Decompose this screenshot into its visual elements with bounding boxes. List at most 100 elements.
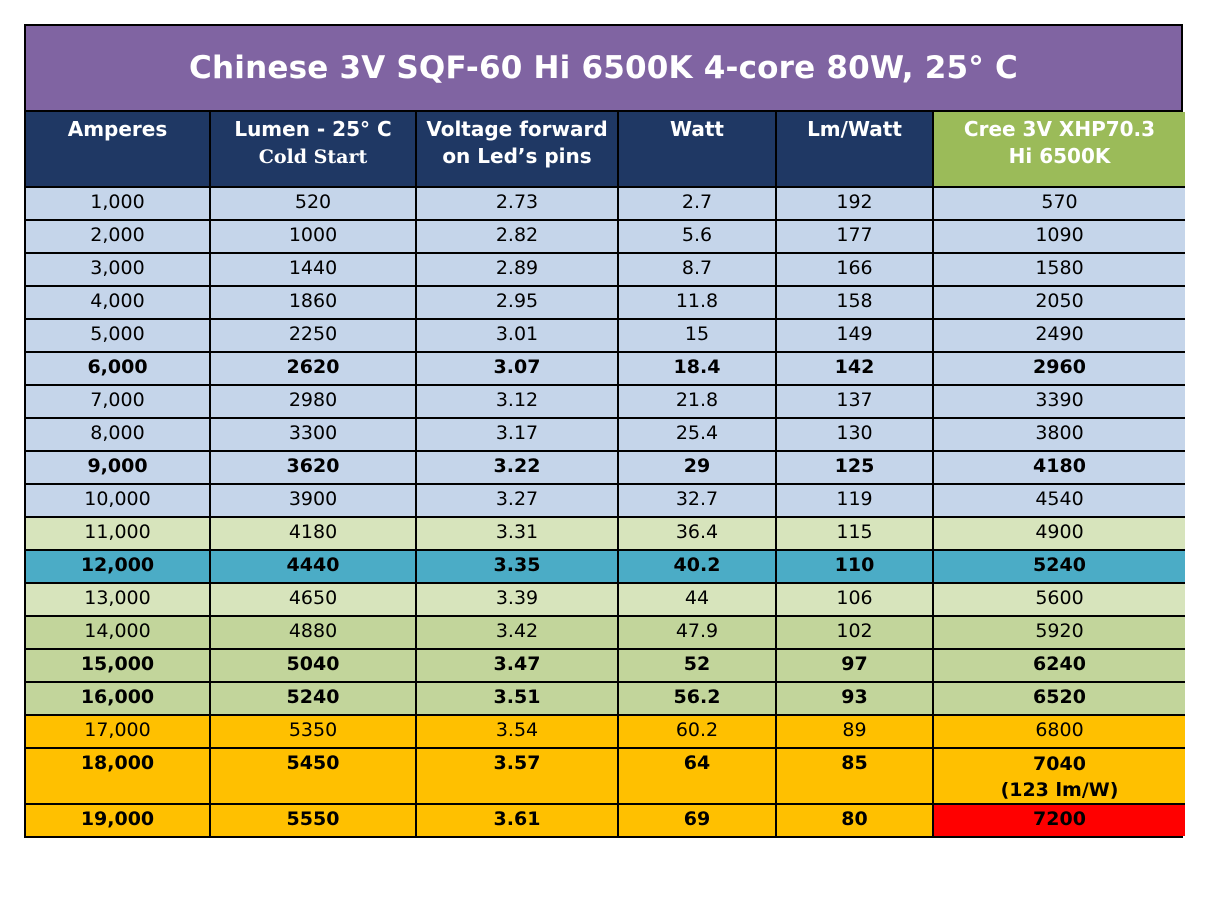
table-row: 11,000 4180 3.31 36.4 115 4900 [26, 516, 1185, 551]
cell-lumen: 4650 [209, 582, 417, 617]
cell-lmwatt: 119 [775, 483, 934, 518]
cell-amperes: 5,000 [26, 318, 211, 353]
cell-cree: 4540 [932, 483, 1185, 518]
cell-watt: 18.4 [617, 351, 777, 386]
cell-amperes: 19,000 [26, 803, 211, 836]
header-voltage: Voltage forward on Led’s pins [415, 112, 619, 188]
cell-cree: 3800 [932, 417, 1185, 452]
cell-lmwatt: 106 [775, 582, 934, 617]
cell-lumen: 1000 [209, 219, 417, 254]
cell-lmwatt: 142 [775, 351, 934, 386]
cell-amperes: 7,000 [26, 384, 211, 419]
cell-lumen: 1860 [209, 285, 417, 320]
cell-voltage: 2.82 [415, 219, 619, 254]
cell-lumen: 5350 [209, 714, 417, 749]
cell-voltage: 2.73 [415, 186, 619, 221]
table-row: 4,000 1860 2.95 11.8 158 2050 [26, 285, 1185, 320]
cell-watt: 11.8 [617, 285, 777, 320]
cell-amperes: 16,000 [26, 681, 211, 716]
highlighted-row: 12,000 4440 3.35 40.2 110 5240 [26, 549, 1185, 584]
cell-lumen: 3300 [209, 417, 417, 452]
cell-voltage: 3.31 [415, 516, 619, 551]
cell-lumen: 520 [209, 186, 417, 221]
cell-watt: 64 [617, 747, 777, 805]
cell-lmwatt: 89 [775, 714, 934, 749]
cree-efficiency-note: (123 lm/W) [1000, 779, 1119, 801]
cell-watt: 60.2 [617, 714, 777, 749]
cell-voltage: 2.89 [415, 252, 619, 287]
cell-lumen: 2250 [209, 318, 417, 353]
cell-cree: 4900 [932, 516, 1185, 551]
cell-watt: 29 [617, 450, 777, 485]
cell-cree: 5920 [932, 615, 1185, 650]
cell-watt: 25.4 [617, 417, 777, 452]
table-title: Chinese 3V SQF-60 Hi 6500K 4-core 80W, 2… [189, 50, 1018, 86]
table-row: 16,000 5240 3.51 56.2 93 6520 [26, 681, 1185, 716]
table-row: 13,000 4650 3.39 44 106 5600 [26, 582, 1185, 617]
cell-lmwatt: 115 [775, 516, 934, 551]
cell-lumen: 4180 [209, 516, 417, 551]
cell-voltage: 2.95 [415, 285, 619, 320]
cell-amperes: 12,000 [26, 549, 211, 584]
table-row: 10,000 3900 3.27 32.7 119 4540 [26, 483, 1185, 518]
cell-voltage: 3.12 [415, 384, 619, 419]
cell-amperes: 18,000 [26, 747, 211, 805]
table-row: 19,000 5550 3.61 69 80 7200 [26, 803, 1185, 836]
cell-amperes: 8,000 [26, 417, 211, 452]
cell-cree: 2490 [932, 318, 1185, 353]
cell-watt: 69 [617, 803, 777, 836]
cell-lmwatt: 158 [775, 285, 934, 320]
cell-cree: 2960 [932, 351, 1185, 386]
cell-lumen: 5240 [209, 681, 417, 716]
table-row: 9,000 3620 3.22 29 125 4180 [26, 450, 1185, 485]
cell-lmwatt: 85 [775, 747, 934, 805]
table-row: 8,000 3300 3.17 25.4 130 3800 [26, 417, 1185, 452]
cell-cree: 5600 [932, 582, 1185, 617]
title-bar: Chinese 3V SQF-60 Hi 6500K 4-core 80W, 2… [26, 26, 1181, 112]
spec-table: Amperes Lumen - 25° C Cold Start Voltage … [26, 112, 1185, 836]
cell-watt: 40.2 [617, 549, 777, 584]
header-lmwatt: Lm/Watt [775, 112, 934, 188]
cell-lmwatt: 137 [775, 384, 934, 419]
header-row: Amperes Lumen - 25° C Cold Start Voltage … [26, 112, 1185, 188]
header-cree: Cree 3V XHP70.3 Hi 6500K [932, 112, 1185, 188]
cell-lumen: 5450 [209, 747, 417, 805]
cell-watt: 5.6 [617, 219, 777, 254]
cell-lmwatt: 177 [775, 219, 934, 254]
cell-amperes: 4,000 [26, 285, 211, 320]
cell-amperes: 17,000 [26, 714, 211, 749]
cell-lmwatt: 130 [775, 417, 934, 452]
cell-voltage: 3.27 [415, 483, 619, 518]
cell-lumen: 3900 [209, 483, 417, 518]
cell-lumen: 2980 [209, 384, 417, 419]
cell-voltage: 3.51 [415, 681, 619, 716]
spec-table-sheet: Chinese 3V SQF-60 Hi 6500K 4-core 80W, 2… [24, 24, 1185, 838]
cell-cree: 7040 (123 lm/W) [932, 747, 1185, 805]
cell-lumen: 3620 [209, 450, 417, 485]
cell-amperes: 11,000 [26, 516, 211, 551]
cell-cree: 570 [932, 186, 1185, 221]
cell-lumen: 5040 [209, 648, 417, 683]
cell-amperes: 3,000 [26, 252, 211, 287]
cell-cree: 4180 [932, 450, 1185, 485]
cell-voltage: 3.17 [415, 417, 619, 452]
cell-voltage: 3.22 [415, 450, 619, 485]
cell-voltage: 3.54 [415, 714, 619, 749]
cell-cree: 6240 [932, 648, 1185, 683]
cell-cree: 6520 [932, 681, 1185, 716]
cell-voltage: 3.42 [415, 615, 619, 650]
header-watt: Watt [617, 112, 777, 188]
cell-lmwatt: 102 [775, 615, 934, 650]
cell-lumen: 2620 [209, 351, 417, 386]
cell-voltage: 3.39 [415, 582, 619, 617]
cell-watt: 52 [617, 648, 777, 683]
cell-lumen: 5550 [209, 803, 417, 836]
cell-cree: 2050 [932, 285, 1185, 320]
cell-watt: 8.7 [617, 252, 777, 287]
cell-lmwatt: 97 [775, 648, 934, 683]
table-row: 7,000 2980 3.12 21.8 137 3390 [26, 384, 1185, 419]
cell-amperes: 9,000 [26, 450, 211, 485]
cell-watt: 32.7 [617, 483, 777, 518]
header-lumen: Lumen - 25° C Cold Start [209, 112, 417, 188]
cell-cree: 1090 [932, 219, 1185, 254]
